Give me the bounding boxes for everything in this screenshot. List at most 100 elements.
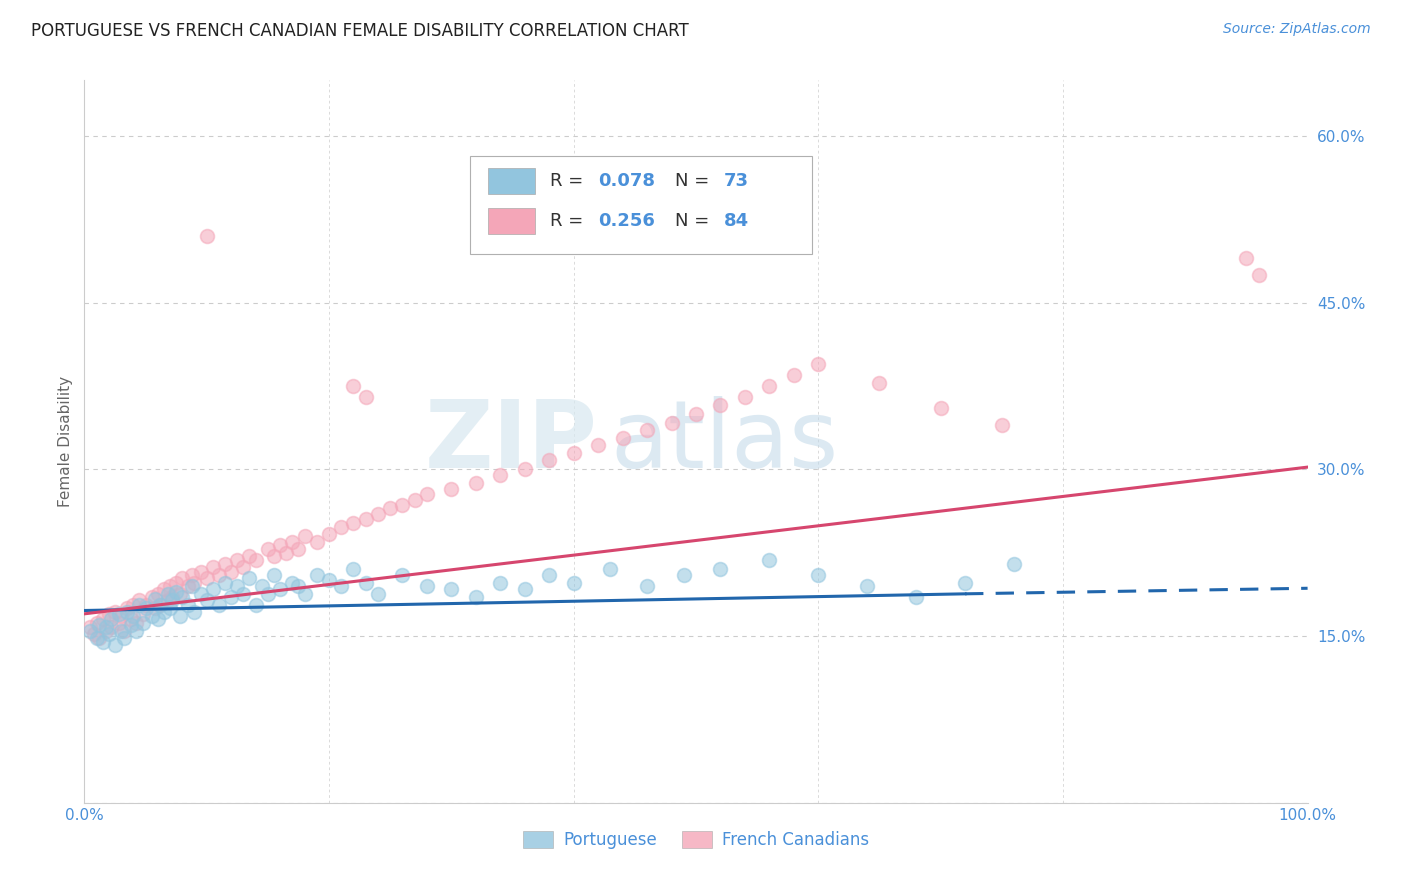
Point [110,624,132,638]
Point [177,579,200,593]
FancyBboxPatch shape [488,169,534,194]
Point [807,357,830,371]
Point [354,512,377,526]
Point [562,445,585,459]
Point [143,601,166,615]
Point [190,587,212,601]
Point [156,593,179,607]
Point [905,590,928,604]
Point [416,579,439,593]
Point [91,612,114,626]
Text: Source: ZipAtlas.com: Source: ZipAtlas.com [1223,22,1371,37]
Text: N =: N = [675,172,716,190]
Point [294,587,316,601]
Point [146,587,169,601]
Point [97,627,120,641]
Point [953,575,976,590]
Text: R =: R = [550,172,589,190]
Point [183,575,205,590]
Point [87,632,110,646]
Point [115,605,138,619]
Point [281,534,304,549]
Point [159,579,181,593]
Point [132,615,155,630]
Point [149,598,172,612]
Point [135,601,157,615]
Point [318,574,340,588]
Text: PORTUGUESE VS FRENCH CANADIAN FEMALE DISABILITY CORRELATION CHART: PORTUGUESE VS FRENCH CANADIAN FEMALE DIS… [31,22,689,40]
Text: atlas: atlas [610,395,838,488]
Point [132,607,155,621]
Point [91,634,114,648]
Point [96,624,118,638]
Point [636,579,658,593]
Point [79,624,101,638]
Text: 0.078: 0.078 [598,172,655,190]
Point [143,592,166,607]
Point [489,467,512,482]
Point [159,601,181,615]
Point [141,590,163,604]
Point [269,582,291,597]
Point [991,417,1014,432]
Point [165,584,187,599]
Point [122,598,145,612]
Point [107,607,129,621]
Point [342,516,364,530]
Point [219,565,242,579]
Point [367,587,389,601]
Point [758,553,780,567]
Point [120,618,142,632]
Point [86,632,108,646]
Point [287,542,309,557]
Point [149,598,172,612]
Point [226,579,249,593]
Point [195,571,218,585]
Point [100,612,122,626]
Point [79,620,101,634]
Point [214,575,236,590]
Point [856,579,879,593]
Point [110,609,132,624]
Text: 73: 73 [724,172,749,190]
Point [391,498,413,512]
FancyBboxPatch shape [470,156,813,253]
Point [263,568,285,582]
Point [125,615,148,630]
Point [287,579,309,593]
Point [276,546,298,560]
Point [685,407,707,421]
Point [734,390,756,404]
Point [1236,251,1258,265]
Point [391,568,413,582]
Point [636,424,658,438]
Point [97,607,120,621]
Y-axis label: Female Disability: Female Disability [58,376,73,508]
Point [208,568,231,582]
Point [238,571,260,585]
Point [513,462,536,476]
Point [146,612,169,626]
Point [245,553,267,567]
Point [440,483,463,497]
Point [281,575,304,590]
Point [156,587,179,601]
Point [120,612,142,626]
Point [305,568,328,582]
Point [141,609,163,624]
Point [226,553,249,567]
Text: 0.256: 0.256 [598,212,655,230]
Text: 84: 84 [724,212,749,230]
Point [86,615,108,630]
Point [513,582,536,597]
Point [96,620,118,634]
Text: ZIP: ZIP [425,395,598,488]
Point [538,453,561,467]
Point [599,562,621,576]
Point [128,593,150,607]
Legend: Portuguese, French Canadians: Portuguese, French Canadians [516,824,876,856]
Point [162,593,184,607]
Point [612,431,634,445]
Point [538,568,561,582]
Point [104,638,127,652]
